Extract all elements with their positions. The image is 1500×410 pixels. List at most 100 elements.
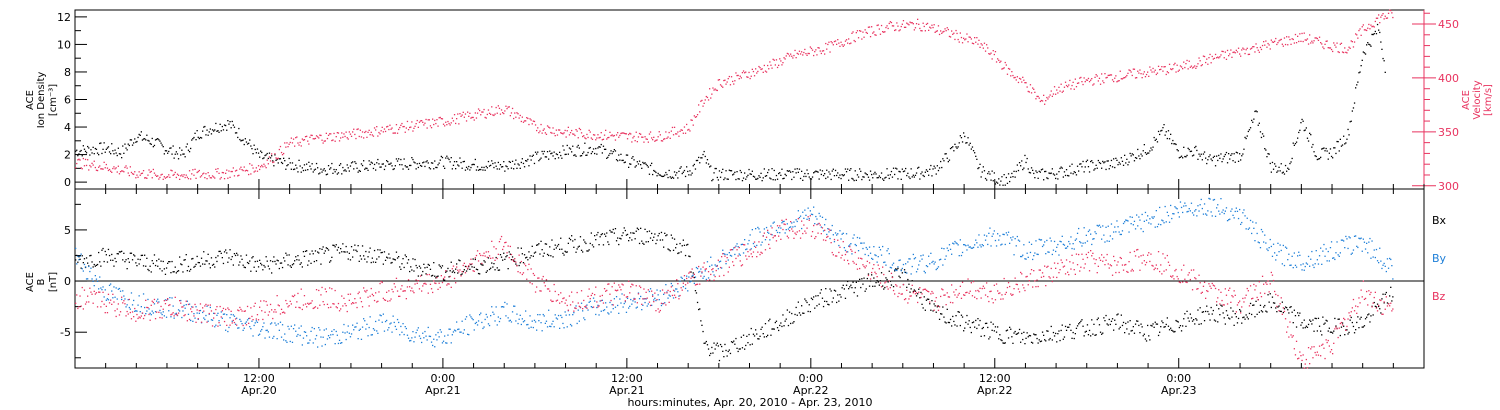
by-series-point xyxy=(797,210,799,212)
velocity-series-point xyxy=(1028,91,1030,93)
velocity-series-point xyxy=(569,132,572,134)
bx-series-point xyxy=(208,263,210,265)
density-series-point xyxy=(1106,160,1108,162)
density-series-point xyxy=(1292,142,1294,144)
density-series-point xyxy=(439,159,441,161)
bx-series-point xyxy=(389,257,391,259)
by-series-point xyxy=(1183,205,1185,207)
density-tick-label: 6 xyxy=(64,94,71,107)
by-series-point xyxy=(1328,260,1330,262)
bx-series-point xyxy=(623,227,625,229)
density-series-point xyxy=(809,178,811,180)
by-series-point xyxy=(1043,244,1045,246)
by-series-point xyxy=(1239,208,1241,211)
by-series-point xyxy=(322,336,324,338)
bx-series-point xyxy=(632,232,634,234)
velocity-series-point xyxy=(1159,69,1161,71)
density-series-point xyxy=(1251,119,1253,122)
velocity-series-point xyxy=(1361,26,1363,28)
bx-series-point xyxy=(286,254,288,256)
velocity-series-point xyxy=(1307,43,1310,45)
by-series-point xyxy=(365,328,367,330)
density-series-point xyxy=(248,142,250,144)
density-series-point xyxy=(118,153,121,155)
by-series-point xyxy=(242,329,244,331)
bx-series-point xyxy=(500,256,503,258)
velocity-series-point xyxy=(198,169,200,172)
density-series-point xyxy=(1268,153,1270,155)
velocity-series-point xyxy=(684,132,687,134)
velocity-series-point xyxy=(510,112,513,114)
velocity-series-point xyxy=(422,121,424,123)
by-series-point xyxy=(944,258,946,260)
velocity-series-point xyxy=(465,120,468,122)
velocity-series-point xyxy=(925,23,928,25)
bx-series-point xyxy=(810,297,813,299)
velocity-series-point xyxy=(1284,43,1287,46)
by-series-point xyxy=(231,320,233,322)
by-series-point xyxy=(635,307,637,309)
bx-series-point xyxy=(117,253,119,255)
velocity-series-point xyxy=(864,29,866,31)
by-series-point xyxy=(759,231,761,233)
velocity-series-point xyxy=(1138,72,1140,74)
by-series-point xyxy=(1150,223,1152,225)
bx-series-point xyxy=(855,281,857,283)
by-series-point xyxy=(523,320,526,322)
velocity-series-point xyxy=(1174,62,1176,64)
density-series-point xyxy=(1124,154,1126,156)
velocity-series-point xyxy=(899,29,901,31)
by-series-point xyxy=(1278,251,1280,253)
velocity-series-point xyxy=(854,40,856,43)
density-series-point xyxy=(1069,165,1071,167)
velocity-series-point xyxy=(910,22,912,24)
by-series-point xyxy=(1277,242,1279,244)
by-series-point xyxy=(737,246,739,248)
velocity-series-point xyxy=(129,166,131,168)
by-series-point xyxy=(903,271,906,273)
density-series-point xyxy=(687,170,689,173)
bx-series-point xyxy=(954,324,956,326)
bx-series-point xyxy=(568,237,571,239)
velocity-series-point xyxy=(1167,72,1170,74)
bx-series-point xyxy=(1139,332,1141,334)
density-series-point xyxy=(294,168,296,170)
velocity-series-point xyxy=(1193,66,1195,68)
density-series-point xyxy=(498,168,501,170)
by-series-point xyxy=(1357,246,1359,249)
density-series-point xyxy=(986,179,988,181)
bx-series-point xyxy=(299,263,301,265)
velocity-series-point xyxy=(268,156,271,158)
density-series-point xyxy=(683,169,686,172)
velocity-series-point xyxy=(476,112,479,114)
density-series-point xyxy=(798,168,801,170)
velocity-series-point xyxy=(816,54,818,56)
by-series-point xyxy=(1195,209,1197,211)
by-series-point xyxy=(274,322,276,324)
bx-series-point xyxy=(1110,320,1113,322)
bz-series-point xyxy=(101,300,103,303)
bx-series-point xyxy=(596,234,598,236)
velocity-series-point xyxy=(226,169,228,171)
density-series-point xyxy=(1369,44,1371,46)
velocity-series-point xyxy=(433,123,435,126)
bx-series-point xyxy=(256,260,259,262)
velocity-series-point xyxy=(553,132,555,135)
velocity-series-point xyxy=(826,48,828,50)
density-series-point xyxy=(127,143,129,145)
by-series-point xyxy=(932,260,934,262)
bx-series-point xyxy=(285,252,287,254)
velocity-series-point xyxy=(568,134,571,136)
by-series-point xyxy=(970,247,972,249)
velocity-series-point xyxy=(850,42,852,44)
density-series-point xyxy=(689,170,691,172)
by-series-point xyxy=(1389,257,1391,260)
by-series-point xyxy=(920,255,922,257)
velocity-series-point xyxy=(298,144,300,146)
density-series-point xyxy=(1233,153,1235,155)
velocity-series-point xyxy=(239,168,241,170)
by-series-point xyxy=(605,302,607,304)
bx-series xyxy=(75,227,1394,362)
by-series-point xyxy=(727,259,729,261)
by-series-point xyxy=(1220,198,1222,200)
